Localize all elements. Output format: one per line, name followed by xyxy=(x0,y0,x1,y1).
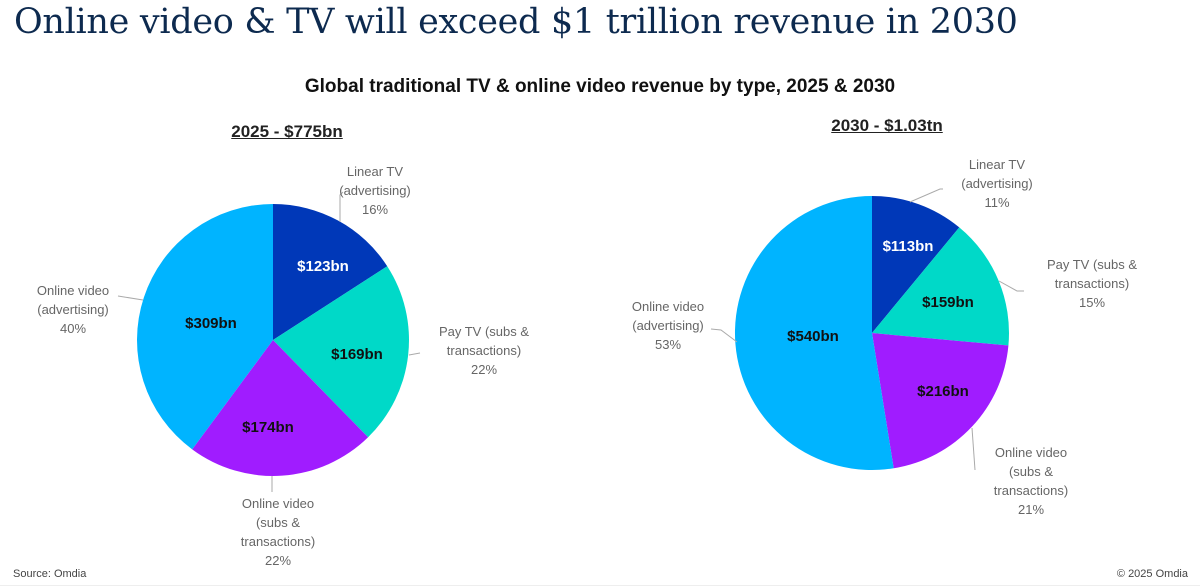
slice-name-line: Pay TV (subs & xyxy=(1047,257,1137,272)
slice-percent-label: 22% xyxy=(265,553,291,568)
slice-value-label: $159bn xyxy=(922,294,974,311)
slice-name-line: Pay TV (subs & xyxy=(439,324,529,339)
slice-name-line: (advertising) xyxy=(632,318,704,333)
slice-percent-label: 11% xyxy=(984,195,1009,210)
slice-name-line: Online video xyxy=(242,496,314,511)
slice-value-label: $309bn xyxy=(185,315,237,332)
slice-name-line: (advertising) xyxy=(961,176,1033,191)
pie-2025-title: 2025 - $775bn xyxy=(231,122,343,141)
slice-percent-label: 53% xyxy=(655,337,681,352)
pie-2030-title: 2030 - $1.03tn xyxy=(831,116,943,135)
slice-percent-label: 15% xyxy=(1079,295,1105,310)
pie-slice-2025-online-video-subs-transactions xyxy=(192,340,369,476)
slice-name-line: Online video xyxy=(37,283,109,298)
leader-line xyxy=(971,427,976,471)
pie-slice-2025-pay-tv-subs-transactions xyxy=(273,266,409,438)
pie-slice-2025-online-video-advertising xyxy=(137,204,273,450)
slice-name-line: transactions) xyxy=(994,483,1068,498)
slice-category-label: Online video (advertising) 53% xyxy=(632,299,704,352)
source-note: Source: Omdia xyxy=(13,568,87,580)
slice-value-label: $174bn xyxy=(242,419,294,436)
slice-name-line: (subs & xyxy=(256,515,300,530)
chart-title: Global traditional TV & online video rev… xyxy=(304,76,896,97)
leader-line xyxy=(998,280,1024,292)
leader-line xyxy=(909,188,943,203)
slice-category-label: Pay TV (subs & transactions) 15% xyxy=(1047,257,1137,310)
slice-name-line: Linear TV xyxy=(969,157,1025,172)
slice-value-label: $113bn xyxy=(883,238,934,255)
pie-2030: $113bn $159bn $216bn $540bn Linear TV (advert… xyxy=(632,157,1138,517)
leader-line xyxy=(710,328,738,343)
pie-slice-2030-online-video-subs-transactions xyxy=(872,333,1009,469)
slice-percent-label: 21% xyxy=(1018,502,1044,517)
slice-category-label: Pay TV (subs & transactions) 22% xyxy=(439,324,529,377)
footer-divider xyxy=(0,585,1200,586)
slice-name-line: Online video xyxy=(632,299,704,314)
pie-slice-2030-online-video-advertising xyxy=(734,195,894,470)
slice-name-line: transactions) xyxy=(241,534,315,549)
slice-name-line: Linear TV xyxy=(347,164,403,179)
slice-category-label: Linear TV (advertising) 11% xyxy=(961,157,1033,210)
copyright-note: © 2025 Omdia xyxy=(1116,568,1188,580)
leader-line xyxy=(408,352,421,356)
slice-name-line: transactions) xyxy=(1055,276,1129,291)
leader-line xyxy=(339,191,344,222)
slice-percent-label: 16% xyxy=(362,202,388,217)
leader-line xyxy=(117,295,144,301)
slice-category-label: Linear TV (advertising) 16% xyxy=(339,164,411,217)
slice-value-label: $169bn xyxy=(331,346,383,363)
pie-slice-2030-linear-tv-advertising xyxy=(872,196,960,333)
slice-name-line: (subs & xyxy=(1009,464,1053,479)
slice-name-line: Online video xyxy=(995,445,1067,460)
slice-name-line: (advertising) xyxy=(339,183,411,198)
slice-category-label: Online video (advertising) 40% xyxy=(37,283,109,336)
pie-slice-2025-linear-tv-advertising xyxy=(273,204,388,340)
slice-name-line: (advertising) xyxy=(37,302,109,317)
pie-slice-2030-pay-tv-subs-transactions xyxy=(872,227,1009,346)
slice-category-label: Online video (subs & transactions) 22% xyxy=(241,496,315,568)
slice-value-label: $216bn xyxy=(917,383,969,400)
page-headline: Online video & TV will exceed $1 trillio… xyxy=(14,2,1018,42)
slice-value-label: $540bn xyxy=(787,328,839,345)
slice-category-label: Online video (subs & transactions) 21% xyxy=(994,445,1068,517)
slice-name-line: transactions) xyxy=(447,343,521,358)
slice-value-label: $123bn xyxy=(297,258,349,275)
pie-2025: $123bn $169bn $174bn $309bn Linear TV (advert… xyxy=(37,164,530,568)
slice-percent-label: 40% xyxy=(60,321,86,336)
slice-percent-label: 22% xyxy=(471,362,497,377)
